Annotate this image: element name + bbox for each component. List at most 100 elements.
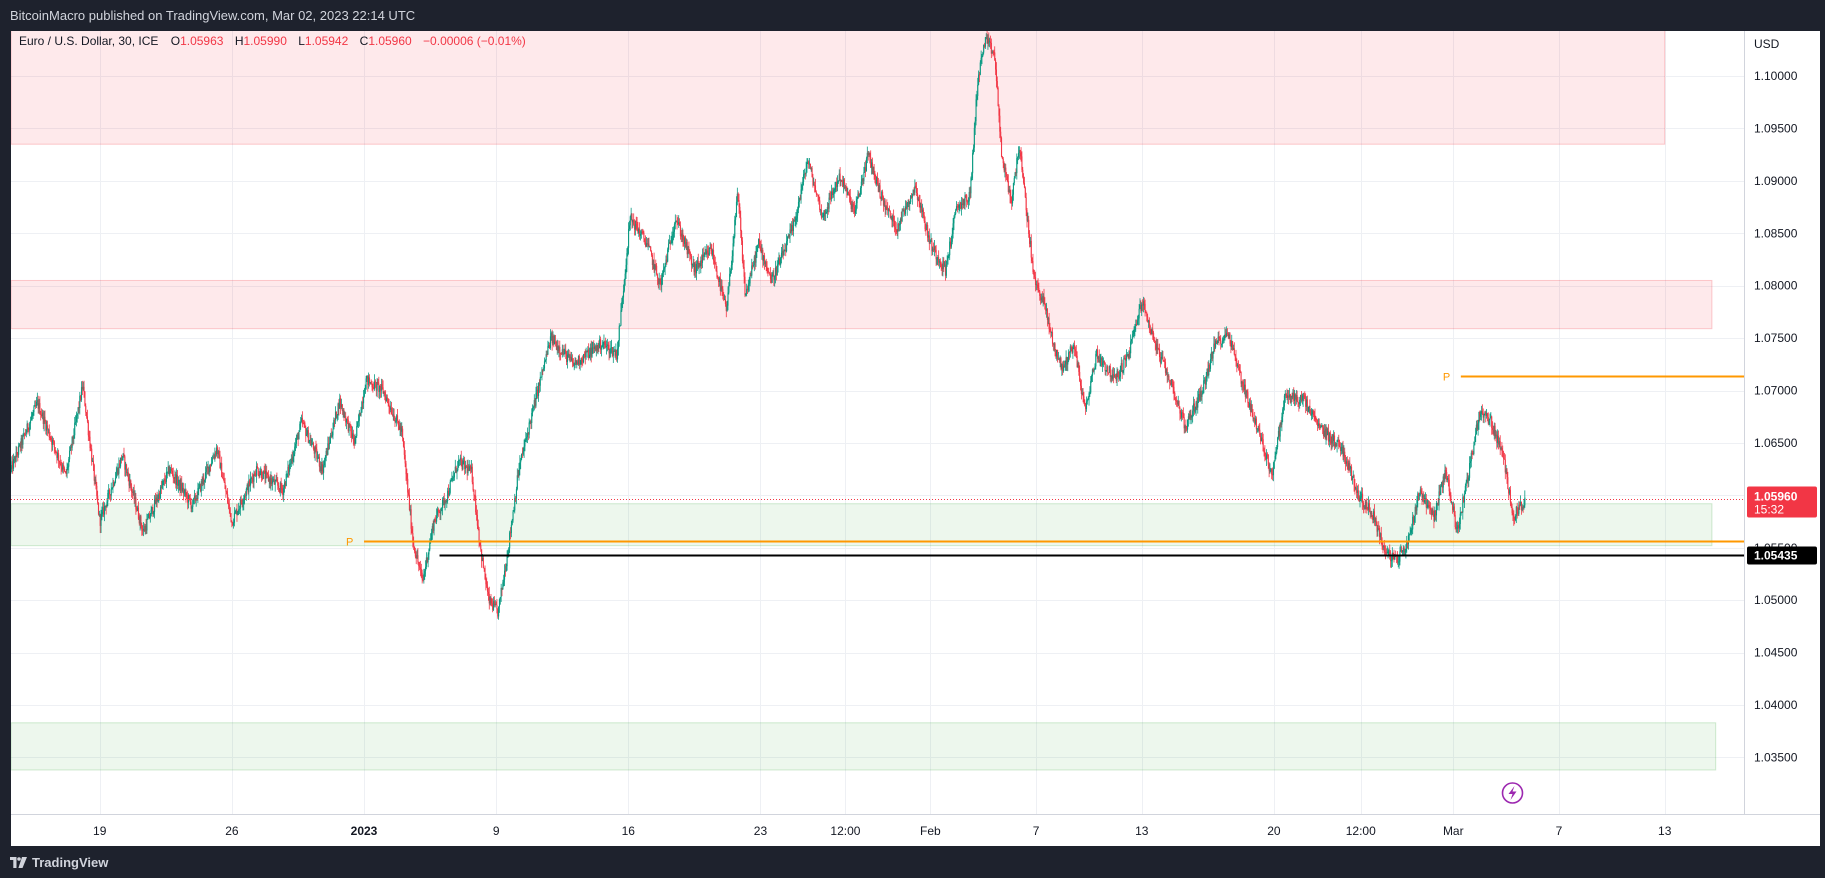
candle-body [277,481,279,486]
candle-body [12,461,14,469]
candle-body [423,573,425,580]
candle-body [326,451,328,455]
candle-body [1102,361,1105,363]
candle-body [1029,233,1031,244]
level-value: 1.05435 [1754,549,1798,563]
candle-body [916,188,918,194]
candle-body [814,185,817,193]
candle-body [663,268,665,270]
candle-body [359,412,361,416]
candle-body [374,381,376,390]
candle-body [507,553,509,556]
candle-body [432,526,434,531]
candle-body [82,386,84,390]
candle-body [1359,497,1361,502]
candle-body [1101,358,1103,366]
candle-body [46,425,49,430]
candle-body [645,241,647,247]
candle-body [1497,436,1500,445]
candle-body [737,193,739,201]
price-axis[interactable] [1745,31,1820,814]
candle-body [295,443,297,447]
candle-body [871,162,873,174]
candle-body [404,454,406,464]
candle-body [582,361,584,363]
candle-body [394,420,396,422]
candle-body [1227,333,1229,338]
candle-body [384,392,386,396]
candle-body [1444,469,1446,480]
candle-body [364,389,366,394]
candle-body [972,153,974,174]
candle-body [1315,419,1317,420]
candle-body [1447,478,1449,480]
candle-body [1356,490,1359,493]
candle-body [740,217,742,231]
candle-body [636,223,638,229]
candle-body [1023,176,1025,183]
candle-body [1448,479,1450,492]
candle-body [340,398,342,408]
candle-body [1317,423,1319,426]
candle-body [440,511,442,514]
candle-body [1056,350,1058,357]
time-axis[interactable] [11,815,1820,846]
candle-body [915,185,917,189]
candle-body [644,238,646,242]
candle-body [1243,386,1245,390]
candle-body [1249,403,1251,408]
lightning-icon[interactable] [1501,782,1524,804]
candle-body [298,431,300,440]
candle-body [1106,366,1108,371]
candle-body [1458,525,1460,529]
candle-body [693,262,695,272]
candle-body [361,402,363,413]
candle-body [797,201,800,210]
candle-body [1208,364,1210,376]
candle-body [738,200,740,207]
candle-body [577,356,580,365]
candle-body [1002,158,1004,164]
candle-body [970,178,972,194]
candle-body [450,480,452,482]
candle-body [780,252,783,258]
candle-body [863,172,865,182]
candle-body [1004,167,1006,171]
candle-body [447,490,450,496]
supply-zone [11,31,1666,145]
candle-body [734,219,736,237]
candle-body [1508,489,1510,494]
candle-body [452,477,454,479]
candle-body [52,440,54,445]
candle-body [1332,434,1334,441]
candle-body [1130,339,1133,342]
tradingview-logo[interactable]: TradingView [10,855,108,870]
candle-body [528,422,530,435]
symbol-name[interactable]: Euro / U.S. Dollar, 30, ICE [19,34,158,48]
candle-body [462,461,464,470]
candle-body [263,470,265,472]
candle-body [928,235,930,244]
candle-body [260,470,262,474]
candle-body [997,88,999,107]
candle-body [1423,494,1425,503]
candle-body [1406,541,1408,549]
candle-body [1046,308,1048,320]
candle-body [899,224,901,226]
candle-body [960,202,962,209]
candle-body [784,250,786,252]
candle-body [438,510,440,512]
candle-body [1508,489,1511,494]
candle-body [792,220,794,231]
candle-body [1017,157,1019,159]
candle-body [318,456,320,467]
candle-body [351,433,354,438]
candle-body [744,276,746,296]
candle-body [1237,365,1240,368]
candle-body [1313,411,1315,416]
price-chart[interactable]: PP 1.035001.040001.045001.050001.055001.… [11,31,1820,846]
candle-body [115,473,117,479]
candle-body [1027,219,1029,221]
candle-body [786,236,789,242]
candle-body [29,423,31,431]
